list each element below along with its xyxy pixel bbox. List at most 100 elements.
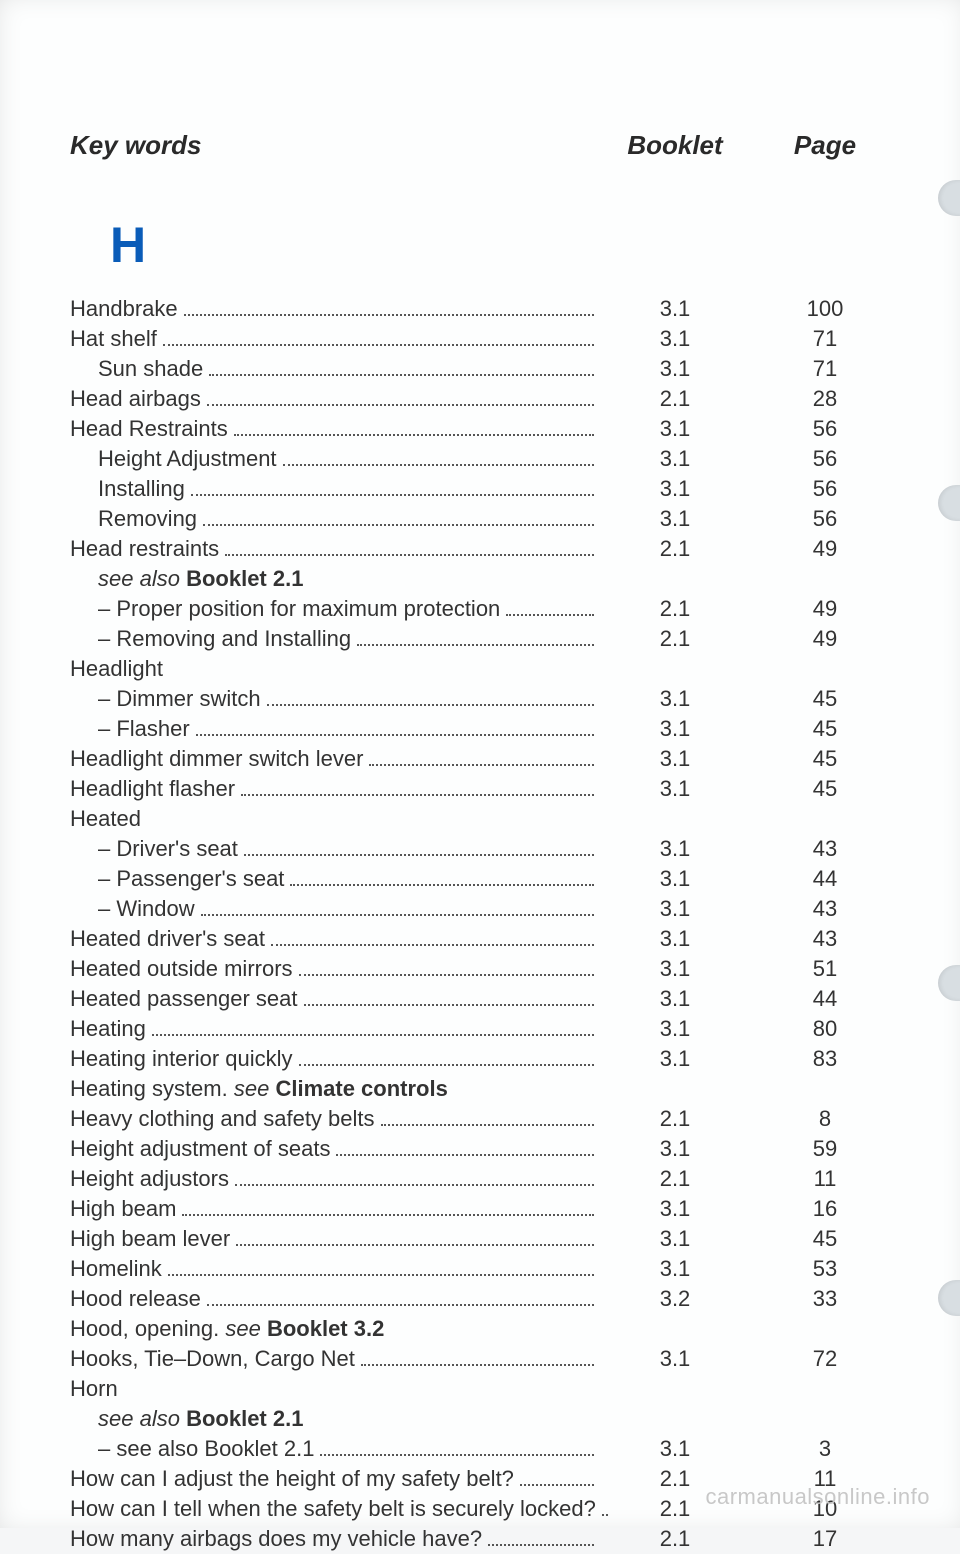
entry-key: Heated passenger seat xyxy=(70,984,600,1014)
leader-dots xyxy=(299,974,594,976)
entry-text: – Window xyxy=(98,894,195,924)
entry-page: 17 xyxy=(750,1524,900,1554)
entry-booklet: 3.1 xyxy=(600,984,750,1014)
entry-text: Hood, opening. see Booklet 3.2 xyxy=(70,1314,384,1344)
entry-booklet: 3.1 xyxy=(600,324,750,354)
leader-dots xyxy=(290,884,594,886)
index-entry: Head restraints2.149 xyxy=(70,534,900,564)
entry-key: Heated driver's seat xyxy=(70,924,600,954)
entry-key: – Removing and Installing xyxy=(70,624,600,654)
entry-page: 11 xyxy=(750,1164,900,1194)
index-entry: – Driver's seat3.143 xyxy=(70,834,900,864)
index-entry: Handbrake3.1100 xyxy=(70,294,900,324)
index-entry: Height adjustors2.111 xyxy=(70,1164,900,1194)
entry-page: 16 xyxy=(750,1194,900,1224)
entry-booklet: 2.1 xyxy=(600,384,750,414)
index-entry: Heated outside mirrors3.151 xyxy=(70,954,900,984)
leader-dots xyxy=(271,944,594,946)
entry-page: 33 xyxy=(750,1284,900,1314)
index-rows: Handbrake3.1100Hat shelf3.171Sun shade3.… xyxy=(70,294,900,1554)
leader-dots xyxy=(244,854,594,856)
entry-key: Removing xyxy=(70,504,600,534)
leader-dots xyxy=(196,734,594,736)
entry-text: How many airbags does my vehicle have? xyxy=(70,1524,482,1554)
entry-booklet: 3.1 xyxy=(600,1044,750,1074)
entry-key: Heating system. see Climate controls xyxy=(70,1074,600,1104)
entry-page: 53 xyxy=(750,1254,900,1284)
entry-page: 59 xyxy=(750,1134,900,1164)
index-page: Key words Booklet Page H Handbrake3.1100… xyxy=(0,0,960,1528)
entry-key: Sun shade xyxy=(70,354,600,384)
entry-text: Head airbags xyxy=(70,384,201,414)
entry-page: 56 xyxy=(750,444,900,474)
index-entry: Head Restraints3.156 xyxy=(70,414,900,444)
entry-key: Handbrake xyxy=(70,294,600,324)
entry-text: Headlight xyxy=(70,654,163,684)
binder-tab xyxy=(938,180,960,216)
index-entry: Heating interior quickly3.183 xyxy=(70,1044,900,1074)
entry-key: Hooks, Tie–Down, Cargo Net xyxy=(70,1344,600,1374)
entry-booklet: 3.1 xyxy=(600,894,750,924)
entry-key: Horn xyxy=(70,1374,600,1404)
entry-text: Headlight dimmer switch lever xyxy=(70,744,363,774)
leader-dots xyxy=(236,1244,594,1246)
entry-booklet: 3.1 xyxy=(600,864,750,894)
entry-text: High beam xyxy=(70,1194,176,1224)
entry-text: – Dimmer switch xyxy=(98,684,261,714)
entry-page: 56 xyxy=(750,414,900,444)
entry-text: Installing xyxy=(98,474,185,504)
index-entry: Installing3.156 xyxy=(70,474,900,504)
leader-dots xyxy=(209,374,594,376)
leader-dots xyxy=(304,1004,595,1006)
header-page: Page xyxy=(750,130,900,161)
entry-text: – Flasher xyxy=(98,714,190,744)
entry-text: – Removing and Installing xyxy=(98,624,351,654)
entry-booklet: 3.1 xyxy=(600,954,750,984)
index-entry: High beam lever3.145 xyxy=(70,1224,900,1254)
index-entry: Hood release3.233 xyxy=(70,1284,900,1314)
leader-dots xyxy=(182,1214,594,1216)
binder-tab xyxy=(938,485,960,521)
entry-page: 71 xyxy=(750,354,900,384)
leader-dots xyxy=(381,1124,594,1126)
index-entry: Heavy clothing and safety belts2.18 xyxy=(70,1104,900,1134)
entry-key: How can I tell when the safety belt is s… xyxy=(70,1494,600,1524)
entry-key: – Proper position for maximum protection xyxy=(70,594,600,624)
entry-page: 56 xyxy=(750,504,900,534)
binder-tab xyxy=(938,965,960,1001)
entry-page: 43 xyxy=(750,834,900,864)
leader-dots xyxy=(267,704,594,706)
index-entry: Height Adjustment3.156 xyxy=(70,444,900,474)
entry-booklet: 3.1 xyxy=(600,504,750,534)
index-entry: – Proper position for maximum protection… xyxy=(70,594,900,624)
entry-text: Heating xyxy=(70,1014,146,1044)
entry-key: – Dimmer switch xyxy=(70,684,600,714)
entry-booklet: 2.1 xyxy=(600,624,750,654)
leader-dots xyxy=(361,1364,594,1366)
index-entry: Head airbags2.128 xyxy=(70,384,900,414)
index-entry: see also Booklet 2.1 xyxy=(70,564,900,594)
entry-text: Height adjustment of seats xyxy=(70,1134,330,1164)
entry-key: Headlight xyxy=(70,654,600,684)
entry-key: Heating xyxy=(70,1014,600,1044)
entry-text: Height Adjustment xyxy=(98,444,277,474)
index-entry: Sun shade3.171 xyxy=(70,354,900,384)
entry-text: Heated outside mirrors xyxy=(70,954,293,984)
entry-text: see also Booklet 2.1 xyxy=(98,1404,303,1434)
entry-text: Removing xyxy=(98,504,197,534)
index-entry: Headlight dimmer switch lever3.145 xyxy=(70,744,900,774)
column-headers: Key words Booklet Page xyxy=(70,130,900,161)
entry-booklet: 3.1 xyxy=(600,1194,750,1224)
leader-dots xyxy=(201,914,594,916)
index-entry: Heated xyxy=(70,804,900,834)
entry-booklet: 3.1 xyxy=(600,1224,750,1254)
leader-dots xyxy=(203,524,594,526)
entry-key: – Driver's seat xyxy=(70,834,600,864)
entry-key: Height adjustors xyxy=(70,1164,600,1194)
leader-dots xyxy=(488,1544,594,1546)
entry-key: Homelink xyxy=(70,1254,600,1284)
index-entry: – Passenger's seat3.144 xyxy=(70,864,900,894)
leader-dots xyxy=(207,404,594,406)
entry-text: – see also Booklet 2.1 xyxy=(98,1434,314,1464)
entry-text: High beam lever xyxy=(70,1224,230,1254)
